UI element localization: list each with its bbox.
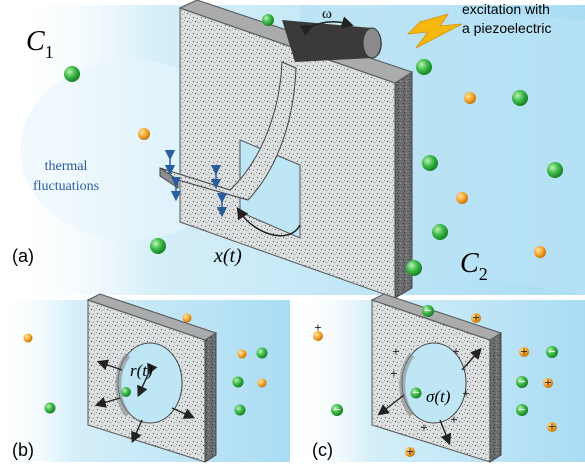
- x-arrow: [236, 206, 301, 237]
- svg-text:+: +: [406, 444, 413, 459]
- excitation-line-1: excitation with: [462, 1, 550, 17]
- excitation-line-2: a piezoelectric: [462, 20, 552, 36]
- svg-text:+: +: [462, 386, 469, 401]
- svg-text:+: +: [520, 344, 527, 359]
- c1-label: C1: [26, 26, 54, 62]
- bolt-icon: [406, 13, 463, 49]
- x-label: x(t): [213, 245, 242, 267]
- panel-b-label: (b): [12, 440, 34, 460]
- panel-b: r(t) (b): [0, 293, 290, 463]
- ions-b: [23, 313, 268, 416]
- svg-text:+: +: [544, 375, 551, 390]
- ions-a: [64, 14, 563, 276]
- svg-text:+: +: [452, 344, 459, 359]
- svg-text:+: +: [472, 310, 479, 325]
- panel-c-label: (c): [312, 440, 333, 460]
- svg-text:+: +: [392, 344, 399, 359]
- svg-text:+: +: [548, 419, 555, 434]
- svg-text:−: −: [518, 374, 525, 389]
- svg-text:+: +: [450, 412, 457, 427]
- svg-text:−: −: [333, 402, 340, 417]
- cantilever: [159, 61, 297, 201]
- svg-text:+: +: [420, 420, 427, 435]
- pore-arrows-c: [377, 347, 482, 446]
- r-label: r(t): [130, 361, 153, 380]
- omega-arrow: [299, 16, 354, 37]
- svg-text:+: +: [390, 366, 397, 381]
- panel-c: σ(t) (c) + − − + + − − + − +: [297, 293, 585, 463]
- svg-text:−: −: [412, 385, 419, 400]
- piezo-cap: [362, 27, 382, 59]
- sigma-label: σ(t): [426, 387, 451, 406]
- panel-a: ω excitation with a piezoelectric C1 C2 …: [10, 0, 585, 299]
- c2-label: C2: [460, 248, 488, 284]
- charge-signs-c: + − − + + − − + − + + − + + + + + +: [314, 303, 555, 459]
- omega-label: ω: [322, 6, 332, 22]
- svg-text:+: +: [314, 320, 321, 335]
- panel-a-label: (a): [12, 246, 34, 266]
- svg-text:−: −: [424, 303, 431, 318]
- ions-c: [313, 305, 558, 457]
- svg-text:−: −: [518, 402, 525, 417]
- svg-text:−: −: [548, 344, 555, 359]
- membrane-c-side: [489, 332, 502, 463]
- thermal-line-1: thermal: [45, 159, 88, 174]
- membrane-b-side: [204, 332, 217, 463]
- thermal-line-2: fluctuations: [33, 179, 99, 194]
- pore-arrows-b: [94, 359, 196, 444]
